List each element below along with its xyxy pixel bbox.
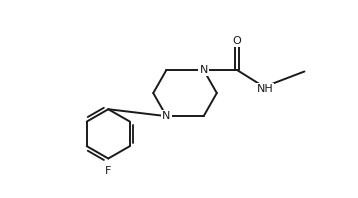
Text: N: N <box>162 111 171 121</box>
Text: O: O <box>233 36 241 46</box>
Text: F: F <box>105 166 111 176</box>
Text: N: N <box>199 65 208 75</box>
Text: NH: NH <box>256 84 273 94</box>
